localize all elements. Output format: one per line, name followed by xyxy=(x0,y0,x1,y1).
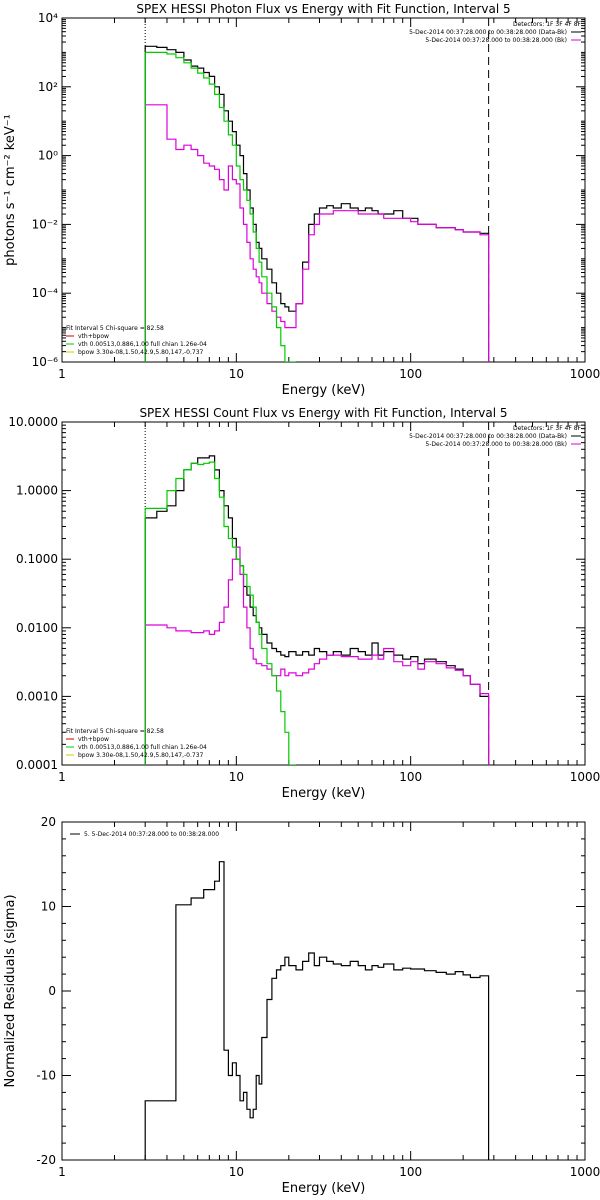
chart-panel-3: 1 10 100 1000 Energy (keV) -20 -10 0 10 20 Normali… xyxy=(3,815,600,1196)
y-tick-label: 1.0000 xyxy=(16,484,58,498)
legend-right-entry: 5-Dec-2014 00:37:28.000 to 00:38:28.000 … xyxy=(409,433,567,440)
y-tick-label: 20 xyxy=(41,815,56,829)
series-line-residuals xyxy=(144,861,490,1160)
legend-left-entry: vth+bpow xyxy=(78,736,109,743)
x-tick-label: 100 xyxy=(399,770,422,784)
detectors-label: Detectors: 1F 3F 4F 8F xyxy=(513,21,582,28)
x-tick-label: 10 xyxy=(229,770,244,784)
x-axis-label: Energy (keV) xyxy=(282,1181,366,1196)
series-line-vth xyxy=(144,51,296,362)
x-tick-label: 1 xyxy=(58,367,66,381)
plot-frame xyxy=(61,821,586,1161)
legend-right-entry: 5-Dec-2014 00:37:28.000 to 00:38:28.000 … xyxy=(409,29,567,36)
x-tick-label: 100 xyxy=(399,367,422,381)
y-tick-label: 10⁰ xyxy=(38,149,58,163)
y-tick-label: 10⁻² xyxy=(32,217,59,231)
chart-title: SPEX HESSI Count Flux vs Energy with Fit… xyxy=(139,406,507,420)
x-axis-label: Energy (keV) xyxy=(282,383,366,398)
x-tick-label: 10 xyxy=(229,1165,244,1179)
legend-left-entry: bpow 3.30e-08,1.50,42.9,5.80,147,-0.737 xyxy=(78,752,204,759)
y-tick-label: 10 xyxy=(41,900,56,914)
y-tick-label: 10⁴ xyxy=(38,11,58,25)
series-group xyxy=(144,45,490,362)
legend-left-entry: vth 0.00513,0.886,1.00 full chian 1.26e-… xyxy=(78,341,207,348)
legend-left-entry: bpow 3.30e-08,1.50,42.9,5.80,147,-0.737 xyxy=(78,349,204,356)
x-axis-label: Energy (keV) xyxy=(282,786,366,801)
y-tick-label: 0.0100 xyxy=(16,621,58,635)
x-tick-label: 1000 xyxy=(570,770,600,784)
x-tick-label: 100 xyxy=(399,1165,422,1179)
series-group xyxy=(144,455,490,765)
x-tick-label: 1 xyxy=(58,1165,66,1179)
legend-left-entry: vth+bpow xyxy=(78,333,109,340)
y-tick-label: 0.1000 xyxy=(16,552,58,566)
legend-left-entry: 5. 5-Dec-2014 00:37:28.000 to 00:38:28.0… xyxy=(84,831,219,838)
series-group xyxy=(144,861,490,1160)
legend-right-entry: 5-Dec-2014 00:37:28.000 to 00:38:28.000 … xyxy=(425,37,567,44)
y-tick-label: 0 xyxy=(48,984,56,998)
y-tick-label: 10² xyxy=(38,80,58,94)
y-tick-label: 10⁻⁴ xyxy=(32,286,59,300)
plot-frame xyxy=(61,17,586,363)
series-line-bk xyxy=(144,546,490,765)
y-tick-label: -10 xyxy=(36,1069,56,1083)
x-tick-label: 1000 xyxy=(570,367,600,381)
chart-title: SPEX HESSI Photon Flux vs Energy with Fi… xyxy=(136,2,510,16)
legend-right-entry: 5-Dec-2014 00:37:28.000 to 00:38:28.000 … xyxy=(425,441,567,448)
chart-panel-1: 1 10 100 1000 Energy (keV) 10⁻⁶ 10⁻⁴ 10⁻² 10⁰ 10²… xyxy=(3,2,600,398)
y-axis-label: Normalized Residuals (sigma) xyxy=(3,894,18,1087)
series-line-data-bk xyxy=(144,455,490,765)
x-tick-label: 1 xyxy=(58,770,66,784)
series-line-data-bk xyxy=(144,45,490,362)
x-tick-label: 1000 xyxy=(570,1165,600,1179)
series-line-bk xyxy=(144,104,490,362)
plot-frame xyxy=(61,421,586,766)
chart-panel-2: 1 10 100 1000 Energy (keV) 0.0001 0.0010 0.0100… xyxy=(8,406,600,801)
y-tick-label: -20 xyxy=(36,1153,56,1167)
detectors-label: Detectors: 1F 3F 4F 8F xyxy=(513,425,582,432)
y-axis-label: photons s⁻¹ cm⁻² keV⁻¹ xyxy=(3,114,18,266)
y-tick-label: 10⁻⁶ xyxy=(32,355,59,369)
x-tick-label: 10 xyxy=(229,367,244,381)
y-tick-label: 10.0000 xyxy=(8,415,58,429)
y-tick-label: 0.0010 xyxy=(16,689,58,703)
legend-left-entry: vth 0.00513,0.886,1.00 full chian 1.26e-… xyxy=(78,744,207,751)
series-line-vth xyxy=(144,461,296,765)
legend-left-entry: Fit Interval 5 Chi-square = 82.58 xyxy=(66,325,164,332)
legend-left-entry: Fit Interval 5 Chi-square = 82.58 xyxy=(66,728,164,735)
y-tick-label: 0.0001 xyxy=(16,758,58,772)
